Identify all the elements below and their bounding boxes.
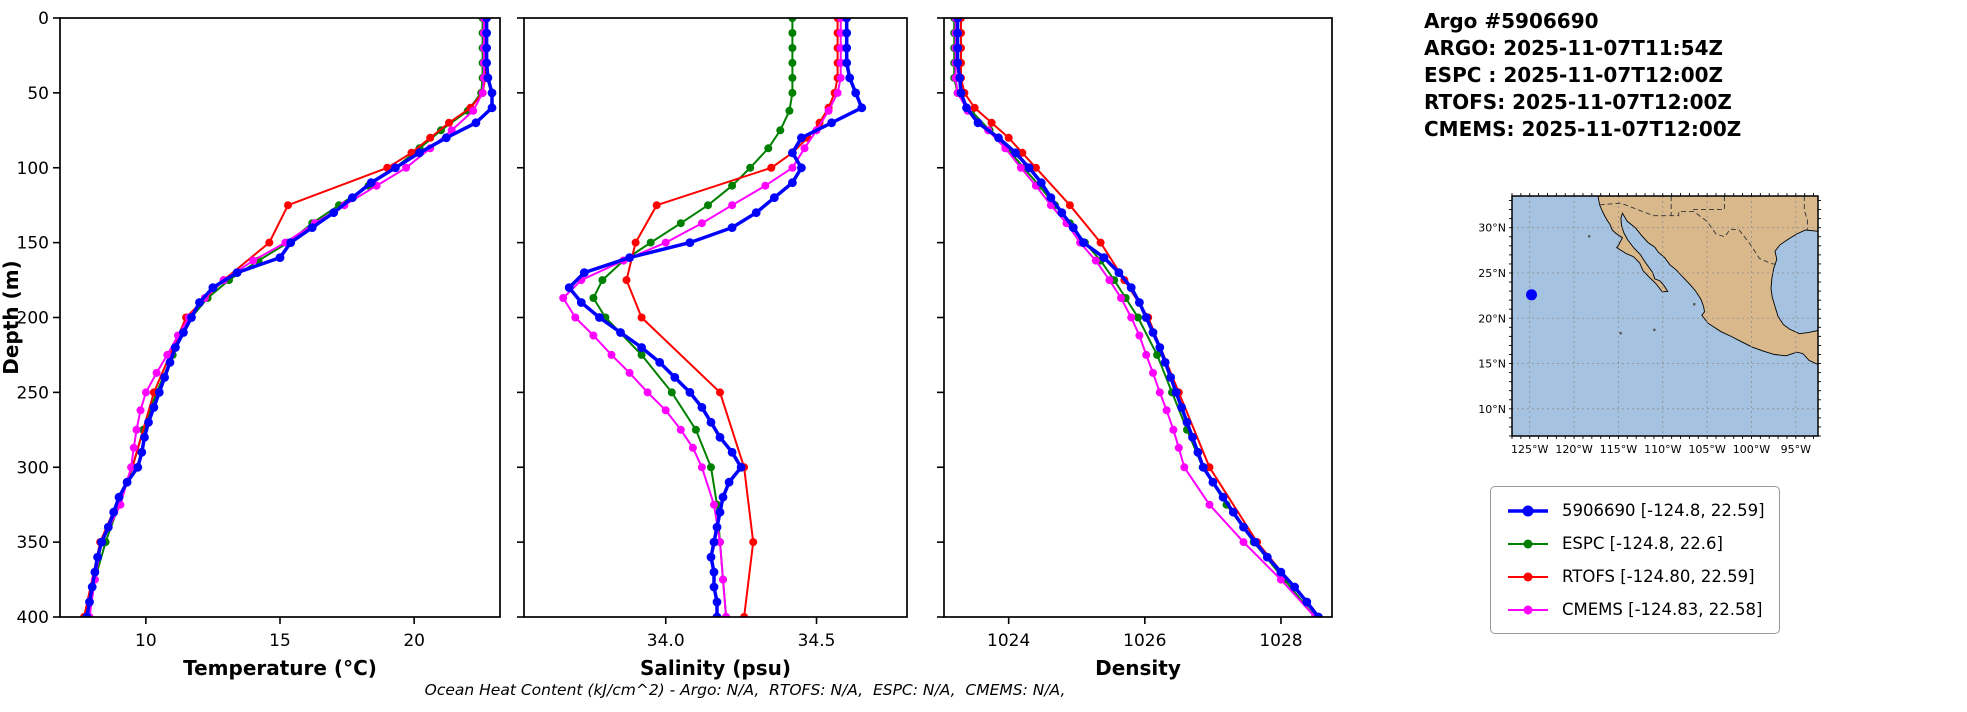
- map-lon-label: 95°W: [1781, 443, 1811, 456]
- profile-line-5906690: [85, 18, 494, 617]
- depth-tick-label: 150: [17, 234, 49, 254]
- legend-sample-rtofs: [1508, 572, 1548, 581]
- profile-line-CMEMS: [88, 18, 485, 617]
- salinity-series-group: [559, 18, 867, 617]
- land-shape: [1597, 196, 1818, 365]
- border-line: [1803, 196, 1808, 230]
- float-location-marker: [1526, 289, 1538, 301]
- title-block: Argo #5906690 ARGO: 2025-11-07T11:54Z ES…: [1424, 8, 1741, 143]
- figure-title: Argo #5906690: [1424, 9, 1599, 33]
- depth-tick-label: 100: [17, 159, 49, 179]
- salinity-panel-frame: [523, 17, 908, 618]
- density-series-group: [950, 18, 1323, 617]
- salinity-x-tick-label: 34.0: [647, 631, 685, 651]
- legend-label-argo: 5906690 [-124.8, 22.59]: [1562, 501, 1765, 520]
- temperature-series-group: [80, 18, 497, 617]
- map-lat-label: 15°N: [1478, 358, 1506, 371]
- legend-sample-espc: [1508, 539, 1548, 548]
- island-dot: [1619, 331, 1622, 335]
- island-dot: [1653, 328, 1656, 332]
- depth-axis-label: Depth (m): [0, 260, 23, 374]
- map-lon-label: 125°W: [1511, 443, 1548, 456]
- border-line: [1692, 196, 1725, 211]
- map-lat-label: 25°N: [1478, 267, 1506, 280]
- density-x-tick-label: 1028: [1259, 631, 1302, 651]
- legend-sample-argo: [1508, 505, 1548, 516]
- map-lon-label: 110°W: [1644, 443, 1681, 456]
- legend-box: 5906690 [-124.8, 22.59] ESPC [-124.8, 22…: [1490, 486, 1780, 634]
- salinity-x-tick-label: 34.5: [798, 631, 836, 651]
- location-map: 30°N 25°N 20°N 15°N 10°N 125°W 120°W 115°W 110°W…: [1478, 193, 1821, 456]
- map-frame: [1511, 195, 1819, 437]
- depth-tick-label: 200: [17, 309, 49, 329]
- legend-label-cmems: CMEMS [-124.83, 22.58]: [1562, 600, 1763, 619]
- ohc-caption: Ocean Heat Content (kJ/cm^2) - Argo: N/A…: [424, 681, 1066, 699]
- depth-tick-label: 0: [38, 9, 49, 29]
- map-content: [1512, 196, 1818, 436]
- island-dot: [1692, 302, 1696, 306]
- depth-tick-label: 400: [17, 608, 49, 628]
- legend-item-espc: ESPC [-124.8, 22.6]: [1505, 529, 1765, 558]
- temperature-x-tick-label: 20: [403, 631, 425, 651]
- density-axis-label: Density: [1095, 656, 1181, 680]
- depth-tick-label: 50: [27, 84, 49, 104]
- temperature-x-tick-label: 10: [135, 631, 157, 651]
- legend-item-cmems: CMEMS [-124.83, 22.58]: [1505, 595, 1765, 624]
- depth-tick-label: 250: [17, 383, 49, 403]
- map-lon-label: 105°W: [1688, 443, 1725, 456]
- map-lon-label: 115°W: [1600, 443, 1637, 456]
- temperature-panel-frame: [59, 17, 501, 618]
- map-lon-label: 100°W: [1733, 443, 1770, 456]
- density-x-tick-label: 1026: [1123, 631, 1166, 651]
- legend-item-argo: 5906690 [-124.8, 22.59]: [1505, 496, 1765, 525]
- map-lat-label: 30°N: [1478, 222, 1506, 235]
- legend-item-rtofs: RTOFS [-124.80, 22.59]: [1505, 562, 1765, 591]
- legend-sample-cmems: [1508, 605, 1548, 614]
- island-dot: [1587, 235, 1591, 238]
- rtofs-timestamp: RTOFS: 2025-11-07T12:00Z: [1424, 90, 1732, 114]
- border-line: [1599, 202, 1777, 265]
- temperature-x-tick-label: 15: [269, 631, 291, 651]
- map-lat-label: 10°N: [1478, 403, 1506, 416]
- profile-line-ESPC: [592, 18, 794, 617]
- map-lon-label: 120°W: [1555, 443, 1592, 456]
- legend-label-rtofs: RTOFS [-124.80, 22.59]: [1562, 567, 1755, 586]
- profile-plots: 10 15 20050100150200250300350400Temperatur…: [0, 9, 1333, 680]
- density-panel-frame: [943, 17, 1333, 618]
- temperature-axis-label: Temperature (°C): [183, 656, 377, 680]
- argo-timestamp: ARGO: 2025-11-07T11:54Z: [1424, 36, 1723, 60]
- cmems-timestamp: CMEMS: 2025-11-07T12:00Z: [1424, 117, 1742, 141]
- espc-timestamp: ESPC : 2025-11-07T12:00Z: [1424, 63, 1724, 87]
- profile-line-ESPC: [85, 18, 484, 617]
- depth-tick-label: 350: [17, 533, 49, 553]
- map-lat-label: 20°N: [1478, 312, 1506, 325]
- legend-label-espc: ESPC [-124.8, 22.6]: [1562, 534, 1723, 553]
- profile-line-RTOFS: [625, 18, 839, 617]
- depth-tick-label: 300: [17, 458, 49, 478]
- salinity-axis-label: Salinity (psu): [640, 656, 791, 680]
- profile-line-RTOFS: [83, 18, 487, 617]
- density-x-tick-label: 1024: [987, 631, 1030, 651]
